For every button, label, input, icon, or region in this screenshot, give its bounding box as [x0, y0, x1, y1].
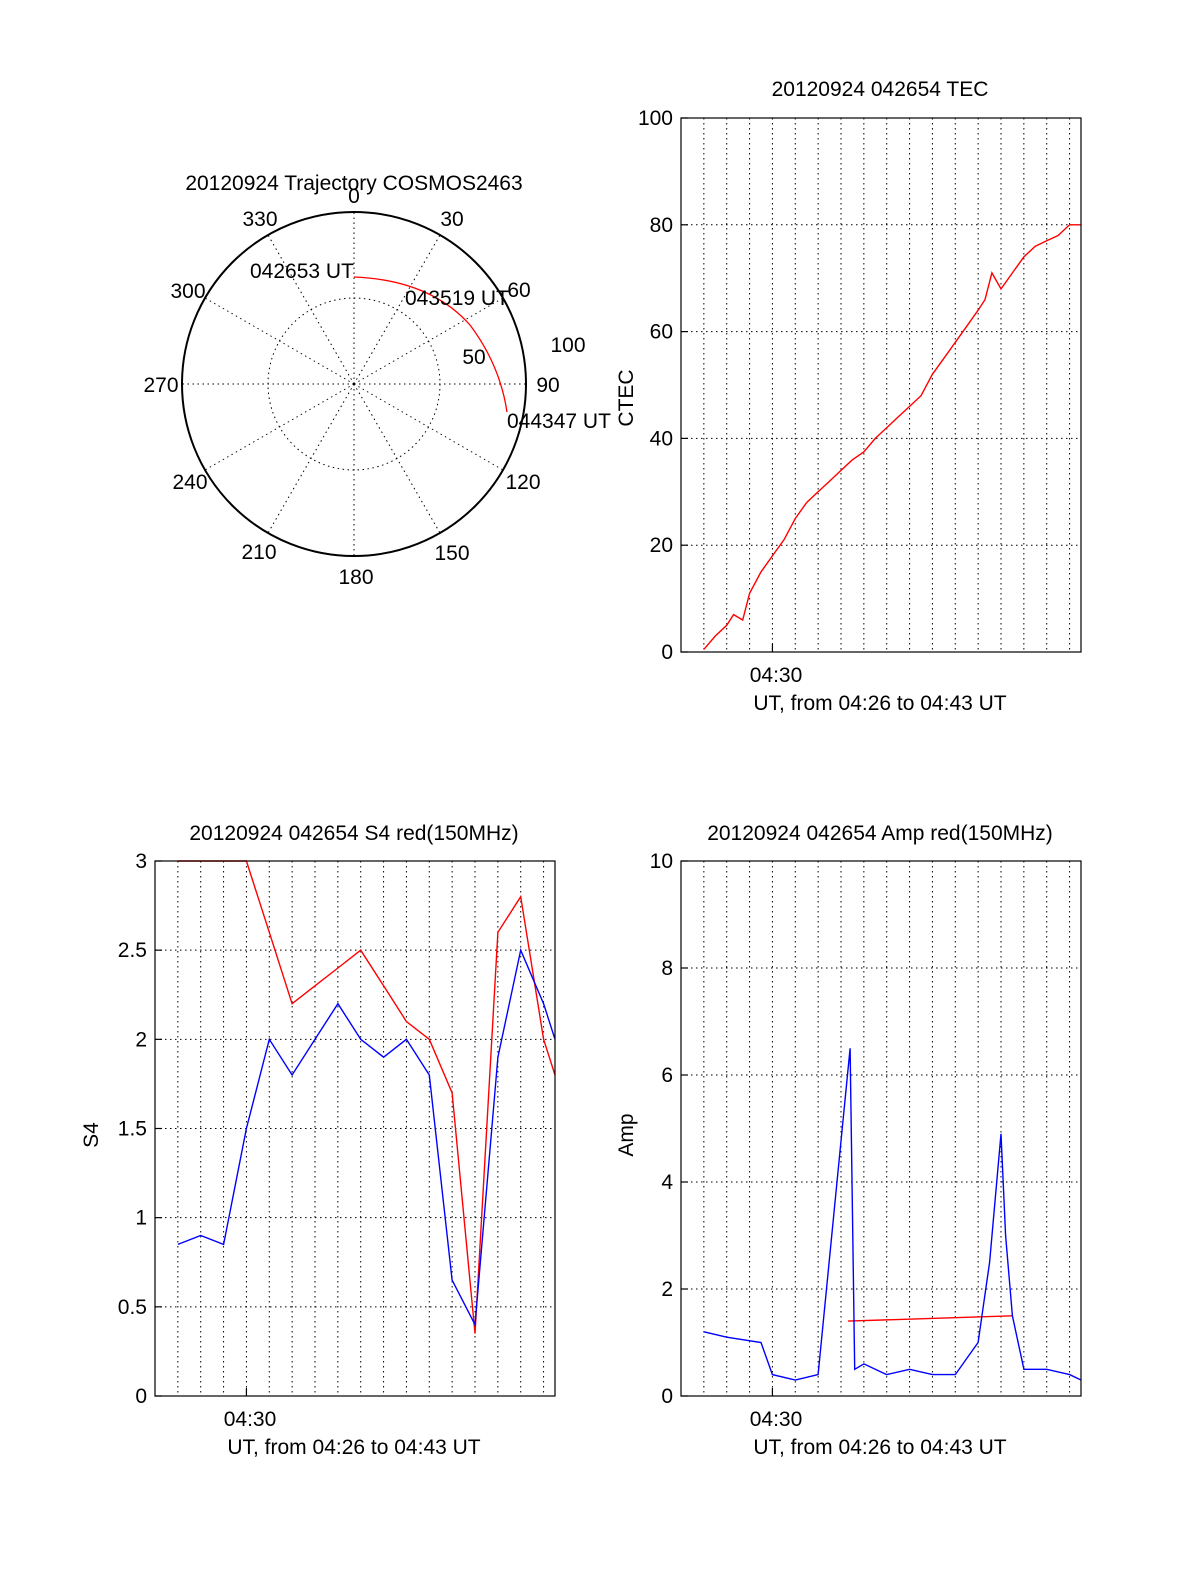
elevation-label-50: 50	[462, 346, 485, 369]
polar-spoke-210	[267, 383, 355, 534]
azimuth-label-180: 180	[338, 566, 373, 589]
polar-spoke-150	[353, 383, 441, 534]
azimuth-label-300: 300	[170, 280, 205, 303]
azimuth-label-150: 150	[434, 542, 469, 565]
amp-x-tick-label: 04:30	[750, 1408, 803, 1431]
polar-grid	[181, 211, 527, 557]
tec-x-tick-label: 04:30	[750, 664, 803, 687]
y-tick-label: 4	[661, 1171, 673, 1194]
azimuth-label-30: 30	[440, 208, 463, 231]
s4-plot-area: 0 0.5 1 1.5 2 2.5 3	[118, 850, 556, 1408]
elevation-label-100: 100	[550, 334, 585, 357]
y-tick-label: 3	[135, 850, 147, 873]
s4-chart: 20120924 042654 S4 red(150MHz) 0 0.5 1 1.5 2…	[80, 822, 556, 1459]
y-tick-label: 40	[650, 427, 673, 450]
s4-x-axis-label: UT, from 04:26 to 04:43 UT	[227, 1436, 480, 1459]
y-tick-label: 2.5	[118, 939, 147, 962]
plot-frame	[680, 860, 1082, 1397]
amp-y-axis-label: Amp	[615, 1113, 638, 1156]
s4-y-axis-label: S4	[80, 1122, 103, 1148]
y-tick-label: 2	[661, 1278, 673, 1301]
y-tick-label: 2	[135, 1028, 147, 1051]
amp-x-axis-label: UT, from 04:26 to 04:43 UT	[753, 1436, 1006, 1459]
tec-title: 20120924 042654 TEC	[772, 78, 989, 101]
s4-title: 20120924 042654 S4 red(150MHz)	[189, 822, 518, 845]
plot-frame	[154, 860, 556, 1397]
azimuth-label-0: 0	[348, 185, 360, 208]
amp-title: 20120924 042654 Amp red(150MHz)	[707, 822, 1053, 845]
polar-spoke-120	[353, 383, 504, 471]
azimuth-label-270: 270	[143, 374, 178, 397]
trajectory-track-line	[353, 276, 508, 413]
series-line-1	[177, 947, 556, 1328]
series-line-1	[703, 1048, 1082, 1381]
y-tick-label: 0	[135, 1385, 147, 1408]
azimuth-label-330: 330	[242, 208, 277, 231]
y-tick-label: 10	[650, 850, 673, 873]
tec-chart: 20120924 042654 TEC 0 20 40 60 80 100 04:30 U…	[615, 78, 1082, 715]
y-tick-label: 1	[135, 1207, 147, 1230]
series-line-0	[703, 224, 1081, 650]
series-line-0	[847, 1315, 1013, 1322]
y-tick-label: 6	[661, 1064, 673, 1087]
trajectory-time-label: 042653 UT	[250, 260, 354, 283]
polar-azimuth-labels: 0 30 60 90 120 150 180 210 240 270 300 330 50 100	[143, 185, 585, 589]
tec-y-axis-label: CTEC	[615, 369, 638, 426]
trajectory-time-label: 044347 UT	[507, 410, 611, 433]
y-tick-label: 80	[650, 214, 673, 237]
polar-track: 042653 UT 043519 UT 044347 UT	[250, 260, 611, 433]
y-tick-label: 0	[661, 1385, 673, 1408]
plot-frame	[680, 117, 1082, 653]
trajectory-title: 20120924 Trajectory COSMOS2463	[185, 172, 522, 195]
y-tick-label: 100	[638, 107, 673, 130]
y-tick-label: 20	[650, 534, 673, 557]
tec-plot-area: 0 20 40 60 80 100	[638, 107, 1082, 664]
polar-spoke-240	[204, 383, 355, 471]
polar-spoke-330	[267, 234, 355, 385]
polar-spoke-60	[353, 297, 504, 385]
azimuth-label-120: 120	[505, 471, 540, 494]
y-tick-label: 0.5	[118, 1296, 147, 1319]
azimuth-label-90: 90	[536, 374, 559, 397]
polar-spoke-300	[204, 297, 355, 385]
polar-outer-ring	[181, 211, 527, 557]
amp-plot-area: 0 2 4 6 8 10	[650, 850, 1082, 1408]
polar-spoke-30	[353, 234, 441, 385]
azimuth-label-60: 60	[507, 279, 530, 302]
y-tick-label: 60	[650, 321, 673, 344]
amp-chart: 20120924 042654 Amp red(150MHz) 0246810 …	[615, 822, 1082, 1459]
trajectory-time-label: 043519 UT	[405, 287, 509, 310]
y-tick-label: 0	[661, 641, 673, 664]
tec-x-axis-label: UT, from 04:26 to 04:43 UT	[753, 692, 1006, 715]
trajectory-chart: 20120924 Trajectory COSMOS2463 0 30 60 90 12…	[143, 172, 611, 589]
azimuth-label-240: 240	[172, 471, 207, 494]
y-tick-label: 8	[661, 957, 673, 980]
series-line-0	[177, 860, 556, 1334]
y-tick-label: 1.5	[118, 1118, 147, 1141]
azimuth-label-210: 210	[241, 541, 276, 564]
s4-x-tick-label: 04:30	[224, 1408, 277, 1431]
